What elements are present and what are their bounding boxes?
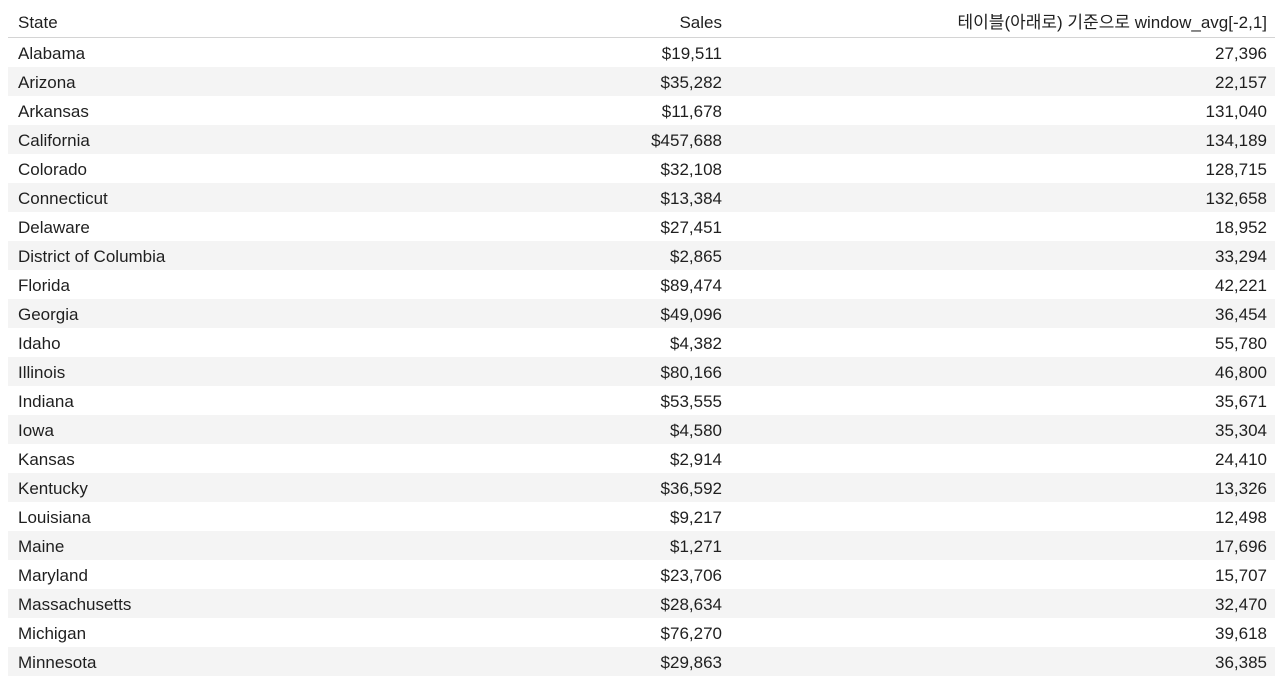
cell-sales: $80,166: [660, 363, 722, 382]
cell-window-avg: 39,618: [1215, 624, 1267, 643]
cell-state: Colorado: [18, 160, 87, 179]
table-row: Indiana $53,555 35,671: [8, 386, 1275, 415]
table-row: Maryland $23,706 15,707: [8, 560, 1275, 589]
table-row: District of Columbia $2,865 33,294: [8, 241, 1275, 270]
table-row: Louisiana $9,217 12,498: [8, 502, 1275, 531]
cell-state: Georgia: [18, 305, 79, 324]
cell-sales: $28,634: [660, 595, 722, 614]
cell-state: District of Columbia: [18, 247, 166, 266]
cell-window-avg: 33,294: [1215, 247, 1267, 266]
cell-window-avg: 13,326: [1215, 479, 1267, 498]
cell-state: Arizona: [18, 73, 76, 92]
cell-sales: $457,688: [651, 131, 722, 150]
column-header-window-avg[interactable]: 테이블(아래로) 기준으로 window_avg[-2,1]: [957, 13, 1267, 32]
cell-sales: $1,271: [670, 537, 722, 556]
cell-window-avg: 15,707: [1215, 566, 1267, 585]
table-row: Idaho $4,382 55,780: [8, 328, 1275, 357]
cell-window-avg: 35,304: [1215, 421, 1267, 440]
table-row: California $457,688 134,189: [8, 125, 1275, 154]
table-row: Connecticut $13,384 132,658: [8, 183, 1275, 212]
cell-sales: $27,451: [660, 218, 722, 237]
table-row: Kansas $2,914 24,410: [8, 444, 1275, 473]
table-row: Arizona $35,282 22,157: [8, 67, 1275, 96]
cell-sales: $53,555: [660, 392, 722, 411]
cell-sales: $76,270: [660, 624, 722, 643]
table-row: Georgia $49,096 36,454: [8, 299, 1275, 328]
cell-sales: $4,580: [670, 421, 722, 440]
table-row: Arkansas $11,678 131,040: [8, 96, 1275, 125]
cell-window-avg: 32,470: [1215, 595, 1267, 614]
cell-window-avg: 42,221: [1215, 276, 1267, 295]
table-body: Alabama $19,511 27,396 Arizona $35,282 22,157…: [8, 38, 1275, 676]
cell-window-avg: 55,780: [1215, 334, 1267, 353]
table-row: Iowa $4,580 35,304: [8, 415, 1275, 444]
cell-sales: $32,108: [660, 160, 722, 179]
cell-state: Kansas: [18, 450, 75, 469]
table-row: Colorado $32,108 128,715: [8, 154, 1275, 183]
cell-sales: $35,282: [660, 73, 722, 92]
cell-sales: $29,863: [660, 653, 722, 672]
cell-state: Iowa: [18, 421, 54, 440]
cell-state: Alabama: [18, 44, 86, 63]
table-row: Maine $1,271 17,696: [8, 531, 1275, 560]
cell-sales: $11,678: [661, 102, 722, 121]
cell-sales: $36,592: [660, 479, 722, 498]
cell-state: Delaware: [18, 218, 90, 237]
cell-sales: $2,865: [670, 247, 722, 266]
table-row: Michigan $76,270 39,618: [8, 618, 1275, 647]
column-header-sales[interactable]: Sales: [679, 13, 722, 32]
table-row: Massachusetts $28,634 32,470: [8, 589, 1275, 618]
cell-state: Florida: [18, 276, 70, 295]
cell-state: Massachusetts: [18, 595, 132, 614]
cell-window-avg: 36,454: [1215, 305, 1267, 324]
cell-state: Maine: [18, 537, 65, 556]
cell-window-avg: 128,715: [1205, 160, 1267, 179]
cell-window-avg: 24,410: [1215, 450, 1267, 469]
cell-window-avg: 132,658: [1205, 189, 1267, 208]
cell-window-avg: 36,385: [1215, 653, 1267, 672]
cell-state: Illinois: [18, 363, 66, 382]
cell-state: Maryland: [18, 566, 88, 585]
column-header-state[interactable]: State: [18, 13, 58, 32]
cell-window-avg: 27,396: [1215, 44, 1267, 63]
cell-state: Michigan: [18, 624, 87, 643]
cell-sales: $2,914: [670, 450, 722, 469]
cell-sales: $9,217: [670, 508, 722, 527]
cell-sales: $23,706: [660, 566, 722, 585]
cell-sales: $49,096: [660, 305, 722, 324]
cell-window-avg: 18,952: [1215, 218, 1267, 237]
cell-state: Connecticut: [18, 189, 108, 208]
cell-window-avg: 12,498: [1215, 508, 1267, 527]
cell-window-avg: 46,800: [1215, 363, 1267, 382]
cell-state: Idaho: [18, 334, 61, 353]
table-row: Illinois $80,166 46,800: [8, 357, 1275, 386]
cell-state: California: [18, 131, 90, 150]
cell-state: Arkansas: [18, 102, 89, 121]
cell-state: Indiana: [18, 392, 74, 411]
table-row: Kentucky $36,592 13,326: [8, 473, 1275, 502]
cell-sales: $19,511: [661, 44, 722, 63]
table-row: Minnesota $29,863 36,385: [8, 647, 1275, 676]
cell-window-avg: 134,189: [1205, 131, 1267, 150]
cell-sales: $13,384: [660, 189, 722, 208]
cell-window-avg: 35,671: [1215, 392, 1267, 411]
cell-window-avg: 22,157: [1215, 73, 1267, 92]
table-row: Alabama $19,511 27,396: [8, 38, 1275, 67]
data-table: State Sales 테이블(아래로) 기준으로 window_avg[-2,…: [8, 8, 1275, 676]
cell-sales: $89,474: [660, 276, 722, 295]
cell-window-avg: 17,696: [1215, 537, 1267, 556]
cell-state: Minnesota: [18, 653, 97, 672]
table-header: State Sales 테이블(아래로) 기준으로 window_avg[-2,…: [8, 8, 1275, 38]
cell-state: Kentucky: [18, 479, 88, 498]
table-row: Florida $89,474 42,221: [8, 270, 1275, 299]
table-row: Delaware $27,451 18,952: [8, 212, 1275, 241]
cell-window-avg: 131,040: [1205, 102, 1267, 121]
cell-state: Louisiana: [18, 508, 91, 527]
cell-sales: $4,382: [670, 334, 722, 353]
